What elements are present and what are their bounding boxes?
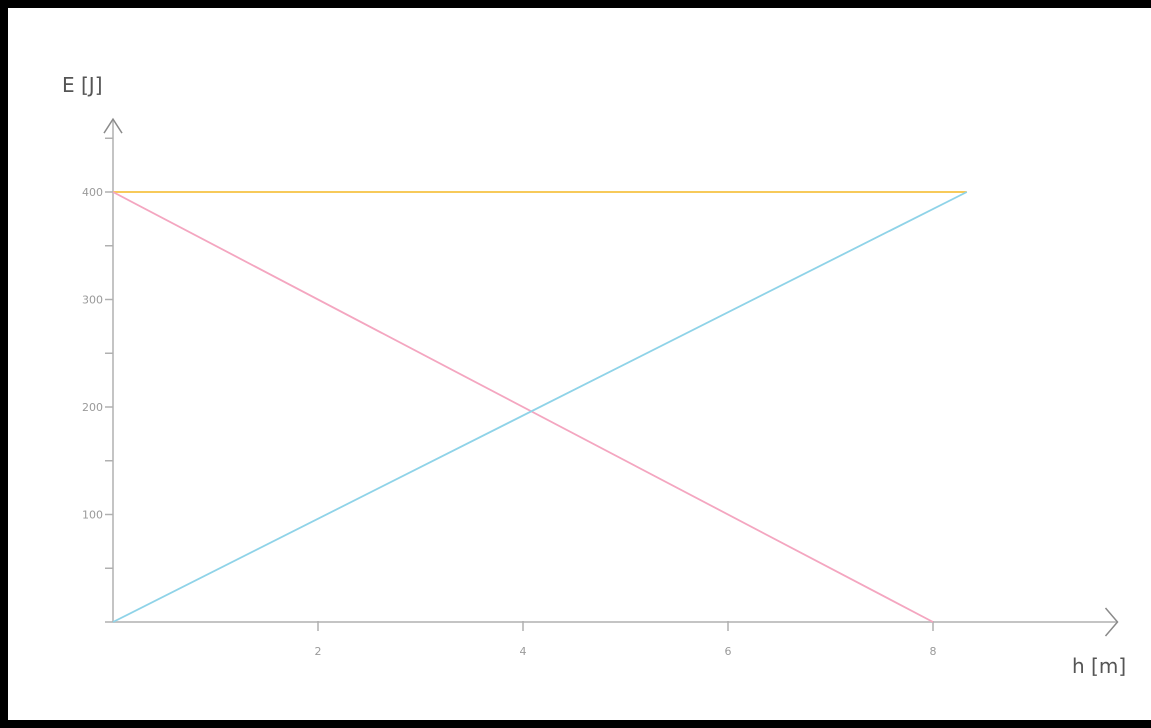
- ticks: 2 4 6 8 100 200 300 400: [82, 137, 937, 658]
- axes: [103, 117, 1119, 637]
- x-tick-label-2: 6: [725, 645, 732, 658]
- y-tick-label-1: 200: [82, 401, 103, 414]
- y-axis-label: E [J]: [62, 73, 103, 97]
- series-lines: [112, 191, 968, 623]
- y-axis-arrow: [103, 117, 123, 134]
- y-tick-label-3: 400: [82, 186, 103, 199]
- x-axis-label: h [m]: [1072, 654, 1126, 678]
- series-line-2: [112, 191, 968, 623]
- series-line-1: [112, 191, 934, 623]
- x-tick-label-3: 8: [930, 645, 937, 658]
- y-tick-label-2: 300: [82, 294, 103, 307]
- y-tick-label-0: 100: [82, 509, 103, 522]
- x-axis-arrow: [1104, 607, 1119, 637]
- x-tick-label-1: 4: [520, 645, 527, 658]
- x-tick-label-0: 2: [315, 645, 322, 658]
